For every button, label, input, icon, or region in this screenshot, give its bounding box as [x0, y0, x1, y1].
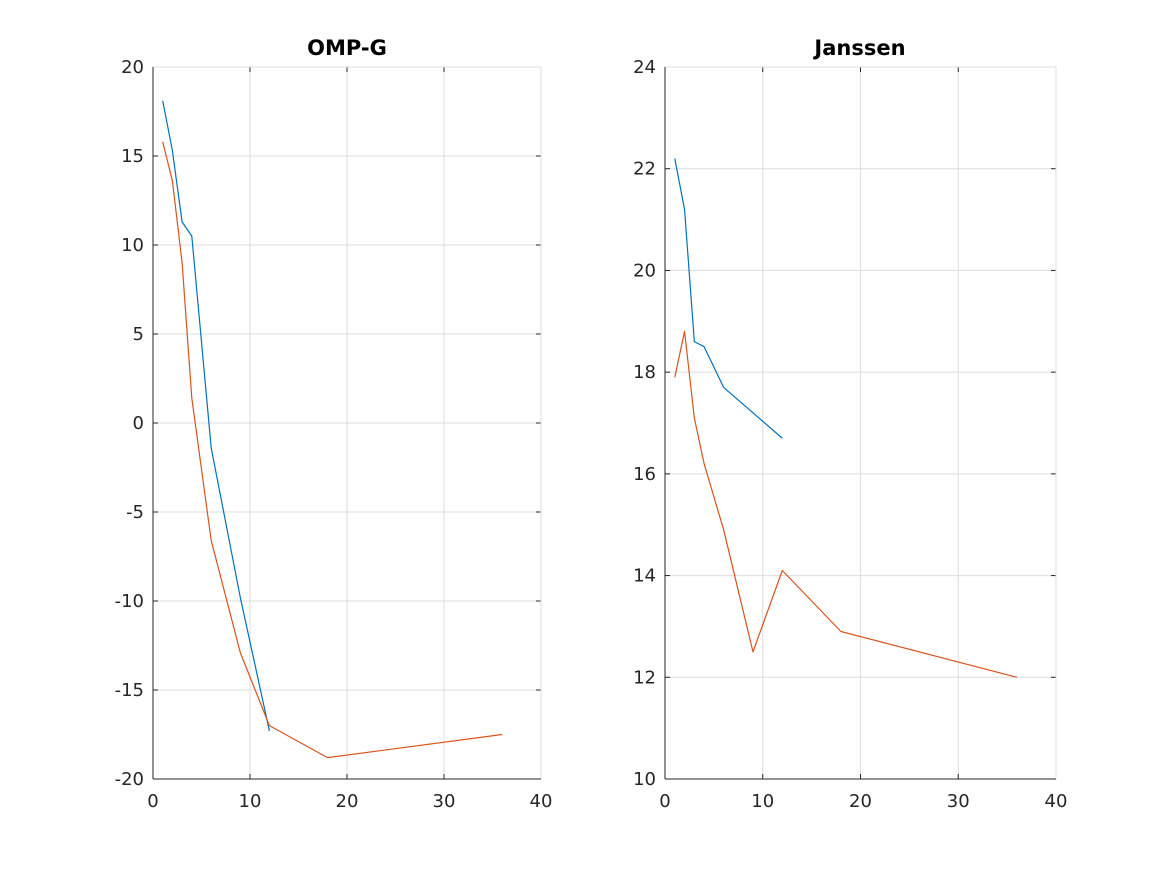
y-tick-label: 12	[633, 667, 656, 688]
y-tick-label: 5	[133, 324, 144, 345]
x-tick-label: 20	[336, 791, 359, 812]
x-tick-label: 30	[947, 791, 970, 812]
x-tick-label: 40	[1045, 791, 1068, 812]
y-tick-label: 15	[121, 146, 144, 167]
chart-title: OMP-G	[307, 36, 387, 60]
x-tick-label: 0	[147, 791, 158, 812]
y-tick-label: 20	[121, 57, 144, 78]
y-tick-label: -20	[115, 769, 144, 790]
axes	[152, 66, 542, 780]
series-group	[162, 100, 503, 759]
x-tick-label: 30	[433, 791, 456, 812]
y-tick-label: -15	[115, 680, 144, 701]
grid	[665, 67, 1056, 779]
series-line-1	[674, 158, 783, 439]
series-line-2	[162, 141, 503, 759]
x-tick-label: 10	[751, 791, 774, 812]
series-line-1	[162, 100, 270, 732]
y-tick-label: 10	[121, 235, 144, 256]
tick-labels: 0 10 20 30 40 20 15 10 5 0 -5 -10 -15 -20	[115, 57, 553, 812]
y-tick-label: 16	[633, 464, 656, 485]
chart-title: Janssen	[812, 36, 905, 60]
axes	[664, 66, 1057, 780]
x-tick-label: 10	[239, 791, 262, 812]
y-tick-label: 22	[633, 159, 656, 180]
series-group	[674, 158, 1018, 678]
y-tick-label: -5	[126, 502, 144, 523]
y-tick-label: 24	[633, 57, 656, 78]
x-tick-label: 40	[530, 791, 553, 812]
x-tick-label: 0	[659, 791, 670, 812]
x-tick-label: 20	[849, 791, 872, 812]
y-tick-label: 10	[633, 769, 656, 790]
y-tick-label: 14	[633, 566, 656, 587]
y-tick-label: 0	[133, 413, 144, 434]
grid	[153, 67, 541, 779]
series-line-2	[674, 330, 1018, 678]
chart-omp-g: 0 10 20 30 40 20 15 10 5 0 -5 -10 -15 -20 OMP-G	[115, 36, 553, 812]
y-tick-label: -10	[115, 591, 144, 612]
y-tick-label: 18	[633, 362, 656, 383]
y-tick-label: 20	[633, 260, 656, 281]
